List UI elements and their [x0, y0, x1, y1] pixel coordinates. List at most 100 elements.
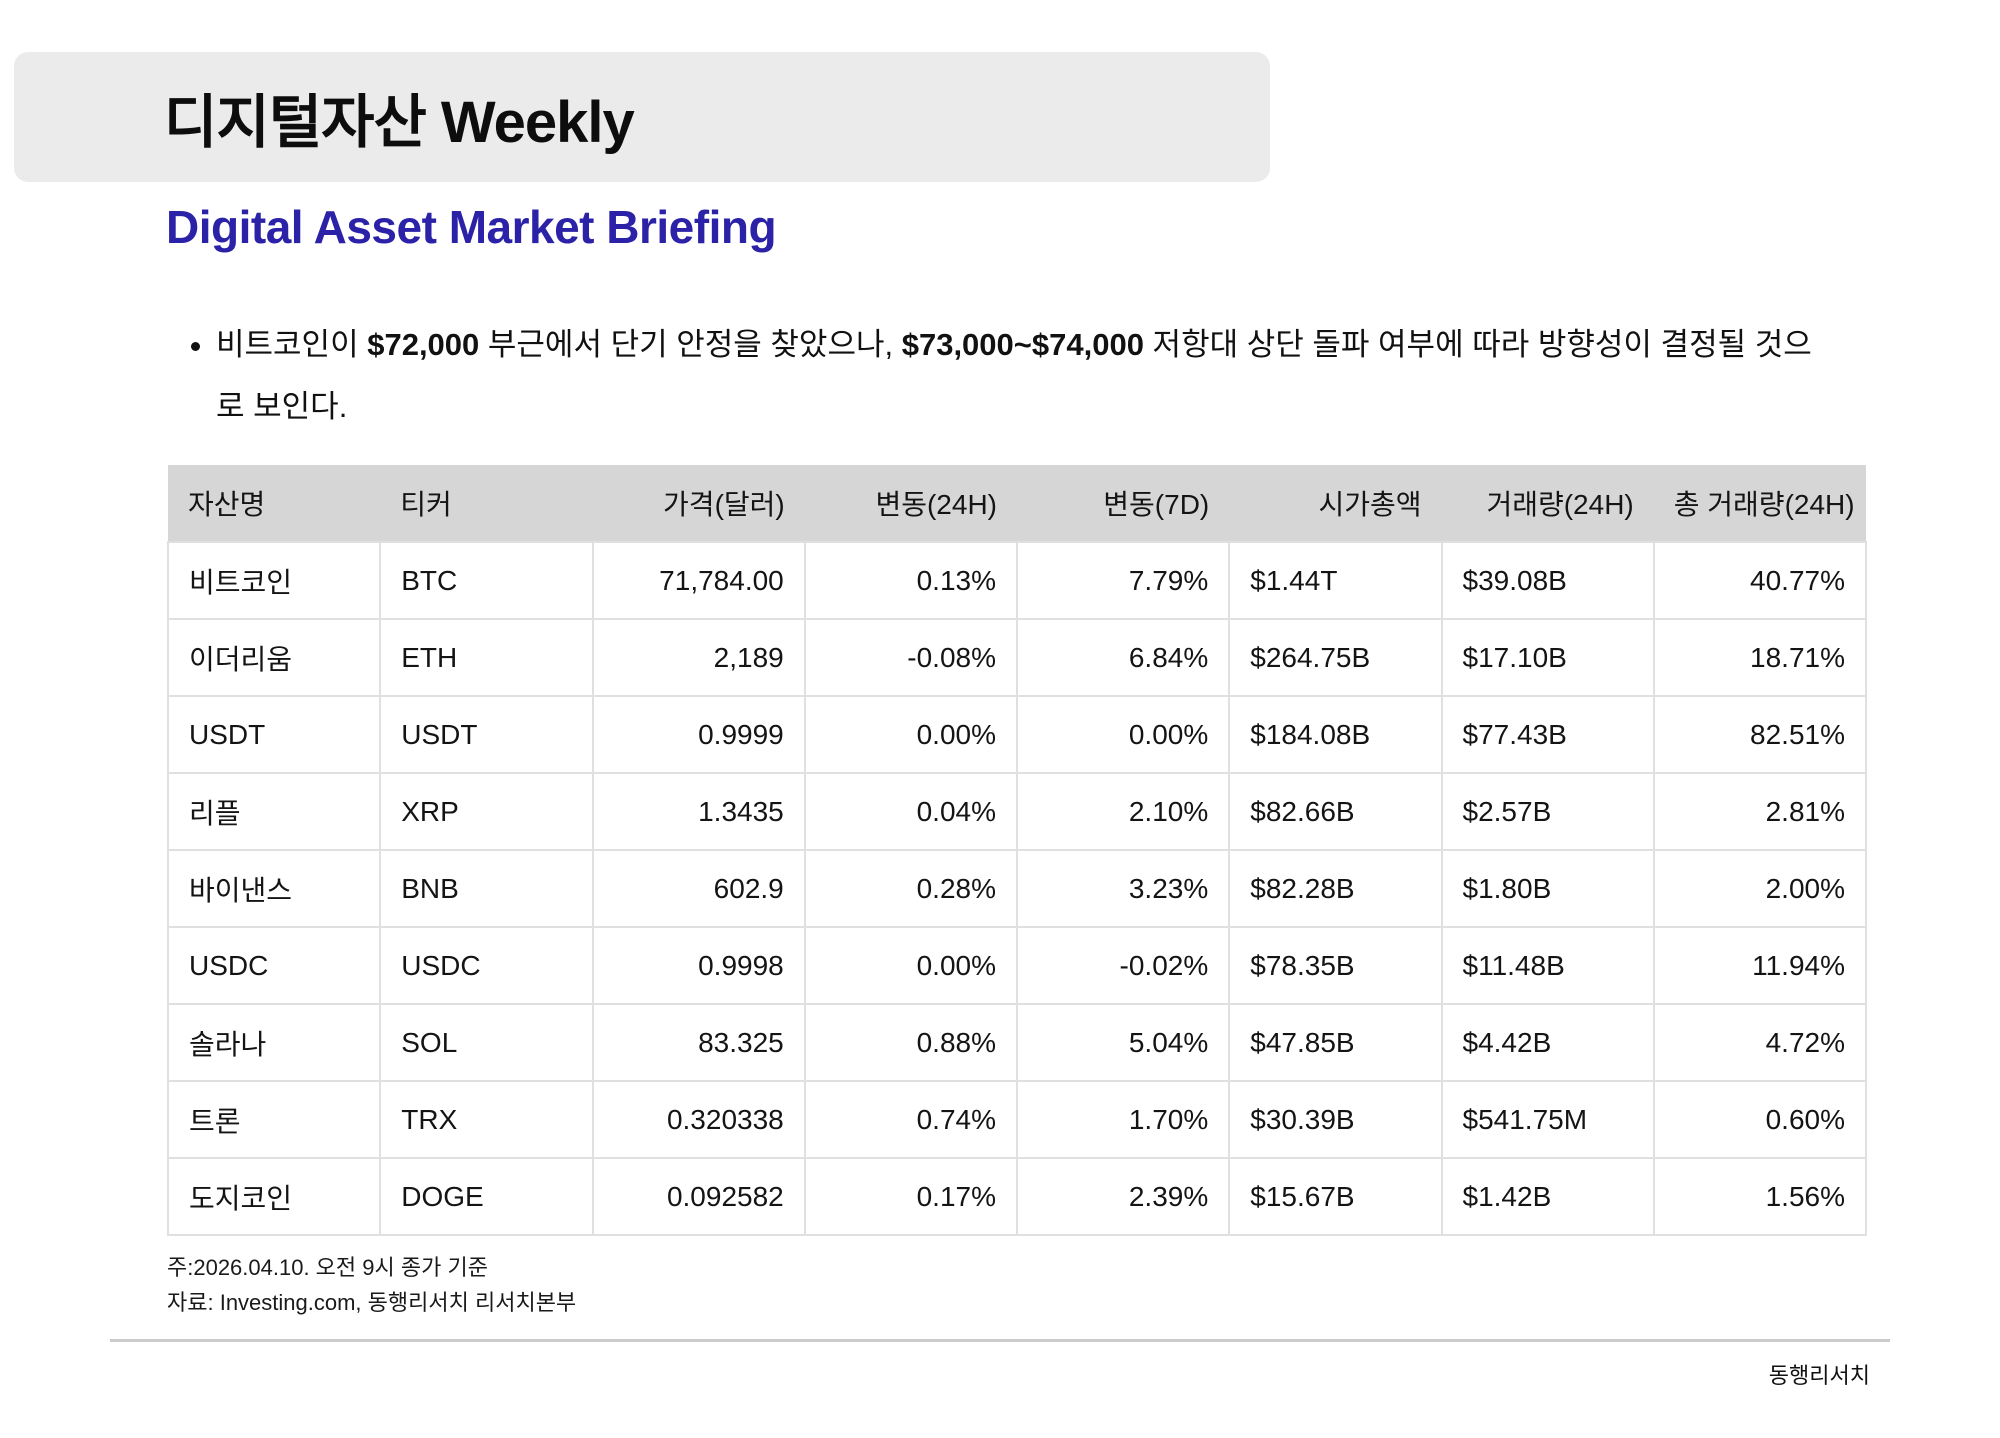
- asset-table-head: 자산명 티커 가격(달러) 변동(24H) 변동(7D) 시가총액 거래량(24H) 총 거래…: [168, 465, 1866, 542]
- table-cell: 비트코인: [166, 541, 382, 620]
- table-cell: 11.94%: [1652, 926, 1868, 1005]
- table-cell: -0.02%: [1015, 926, 1231, 1005]
- table-cell: 0.04%: [803, 772, 1019, 851]
- table-cell: 0.092582: [591, 1157, 806, 1236]
- table-cell: 바이낸스: [166, 849, 382, 928]
- table-cell: $1.42B: [1440, 1157, 1655, 1236]
- table-cell: 5.04%: [1015, 1003, 1231, 1082]
- table-cell: $77.43B: [1440, 695, 1655, 774]
- table-cell: 4.72%: [1652, 1003, 1868, 1082]
- table-cell: 0.9999: [591, 695, 806, 774]
- table-cell: 2.10%: [1015, 772, 1231, 851]
- table-cell: 0.17%: [803, 1157, 1019, 1236]
- table-cell: BNB: [379, 849, 594, 928]
- column-header: 변동(7D): [1017, 465, 1230, 542]
- bullet-segment: 부근에서 단기 안정을 찾았으나,: [479, 327, 902, 362]
- summary-bullets: 비트코인이 $72,000 부근에서 단기 안정을 찾았으나, $73,000~…: [170, 314, 1820, 438]
- summary-bullet-item: 비트코인이 $72,000 부근에서 단기 안정을 찾았으나, $73,000~…: [216, 314, 1820, 438]
- table-cell: $82.66B: [1228, 772, 1443, 851]
- table-cell: DOGE: [379, 1157, 594, 1236]
- table-cell: 2.81%: [1652, 772, 1868, 851]
- table-cell: 0.88%: [803, 1003, 1019, 1082]
- table-cell: USDC: [379, 926, 594, 1005]
- table-cell: $184.08B: [1228, 695, 1443, 774]
- table-cell: $78.35B: [1228, 926, 1443, 1005]
- bullet-bold-segment: $73,000~$74,000: [901, 327, 1144, 362]
- table-row: USDC USDC 0.9998 0.00% -0.02% $78.35B $11.48B 1…: [166, 926, 1868, 1005]
- table-cell: 0.00%: [1015, 695, 1231, 774]
- footer-brand: 동행리서치: [1768, 1363, 1870, 1388]
- bullet-text: 비트코인이 $72,000 부근에서 단기 안정을 찾았으나, $73,000~…: [216, 327, 1812, 424]
- page-subtitle: Digital Asset Market Briefing: [166, 201, 777, 253]
- table-cell: 602.9: [591, 849, 806, 928]
- table-cell: 6.84%: [1015, 618, 1231, 697]
- column-header: 거래량(24H): [1441, 465, 1654, 542]
- table-cell: 82.51%: [1652, 695, 1868, 774]
- table-cell: 0.13%: [803, 541, 1019, 620]
- table-cell: 40.77%: [1652, 541, 1868, 620]
- table-notes: 주:2026.04.10. 오전 9시 종가 기준 자료: Investing.…: [167, 1250, 576, 1320]
- table-cell: -0.08%: [803, 618, 1019, 697]
- table-row: 트론 TRX 0.320338 0.74% 1.70% $30.39B $541.75M 0.…: [166, 1080, 1868, 1159]
- note-source: 자료: Investing.com, 동행리서치 리서치본부: [167, 1290, 577, 1315]
- table-cell: $82.28B: [1228, 849, 1443, 928]
- table-cell: 2.00%: [1652, 849, 1868, 928]
- table-row: 솔라나 SOL 83.325 0.88% 5.04% $47.85B $4.42B 4.72%: [166, 1003, 1868, 1082]
- table-cell: $1.44T: [1228, 541, 1443, 620]
- table-cell: 0.00%: [803, 926, 1019, 1005]
- table-row: 비트코인 BTC 71,784.00 0.13% 7.79% $1.44T $39.08B 4…: [166, 541, 1868, 620]
- table-cell: 7.79%: [1015, 541, 1231, 620]
- table-cell: $11.48B: [1440, 926, 1655, 1005]
- table-cell: 1.3435: [591, 772, 806, 851]
- table-cell: TRX: [379, 1080, 594, 1159]
- table-cell: BTC: [379, 541, 594, 620]
- table-cell: 도지코인: [166, 1157, 382, 1236]
- table-cell: $541.75M: [1440, 1080, 1655, 1159]
- table-cell: 0.320338: [591, 1080, 806, 1159]
- table-cell: USDT: [166, 695, 382, 774]
- table-cell: $15.67B: [1228, 1157, 1443, 1236]
- column-header: 자산명: [168, 465, 381, 542]
- table-cell: 0.9998: [591, 926, 806, 1005]
- table-cell: $4.42B: [1440, 1003, 1655, 1082]
- column-header: 가격(달러): [592, 465, 805, 542]
- table-cell: 트론: [166, 1080, 382, 1159]
- table-row: 리플 XRP 1.3435 0.04% 2.10% $82.66B $2.57B 2.81%: [166, 772, 1868, 851]
- table-cell: 이더리움: [166, 618, 382, 697]
- table-cell: 3.23%: [1015, 849, 1231, 928]
- table-cell: SOL: [379, 1003, 594, 1082]
- table-cell: $2.57B: [1440, 772, 1655, 851]
- asset-table-body: 비트코인 BTC 71,784.00 0.13% 7.79% $1.44T $39.08B 4…: [166, 541, 1868, 1236]
- table-cell: 71,784.00: [591, 541, 806, 620]
- bullet-segment: 저항대 상단 돌파 여부에 따라 방향성이 결정될 것으로 보인다.: [216, 327, 1812, 424]
- table-cell: XRP: [379, 772, 594, 851]
- table-cell: 솔라나: [166, 1003, 382, 1082]
- table-cell: ETH: [379, 618, 594, 697]
- table-cell: 2,189: [591, 618, 806, 697]
- table-cell: $264.75B: [1228, 618, 1443, 697]
- table-cell: $30.39B: [1228, 1080, 1443, 1159]
- note-basis: 주:2026.04.10. 오전 9시 종가 기준: [167, 1255, 488, 1280]
- table-cell: 0.60%: [1652, 1080, 1868, 1159]
- table-cell: USDC: [166, 926, 382, 1005]
- page-title: 디지털자산 Weekly: [164, 90, 635, 155]
- table-cell: $17.10B: [1440, 618, 1655, 697]
- table-cell: 2.39%: [1015, 1157, 1231, 1236]
- column-header: 티커: [380, 465, 593, 542]
- table-row: 도지코인 DOGE 0.092582 0.17% 2.39% $15.67B $1.42B 1…: [166, 1157, 1868, 1236]
- table-cell: USDT: [379, 695, 594, 774]
- table-cell: 0.74%: [803, 1080, 1019, 1159]
- table-row: 바이낸스 BNB 602.9 0.28% 3.23% $82.28B $1.80B 2.00%: [166, 849, 1868, 928]
- table-cell: 1.56%: [1652, 1157, 1868, 1236]
- table-row: USDT USDT 0.9999 0.00% 0.00% $184.08B $77.43B 8…: [166, 695, 1868, 774]
- table-cell: 1.70%: [1015, 1080, 1231, 1159]
- asset-table: 자산명 티커 가격(달러) 변동(24H) 변동(7D) 시가총액 거래량(24H) 총 거래…: [166, 465, 1868, 1236]
- bullet-bold-segment: $72,000: [367, 327, 480, 362]
- table-cell: 리플: [166, 772, 382, 851]
- column-header: 시가총액: [1229, 465, 1442, 542]
- table-cell: 0.00%: [803, 695, 1019, 774]
- footer-divider: [110, 1339, 1890, 1342]
- table-cell: $1.80B: [1440, 849, 1655, 928]
- title-band: 디지털자산 Weekly: [14, 52, 1270, 182]
- table-cell: 83.325: [591, 1003, 806, 1082]
